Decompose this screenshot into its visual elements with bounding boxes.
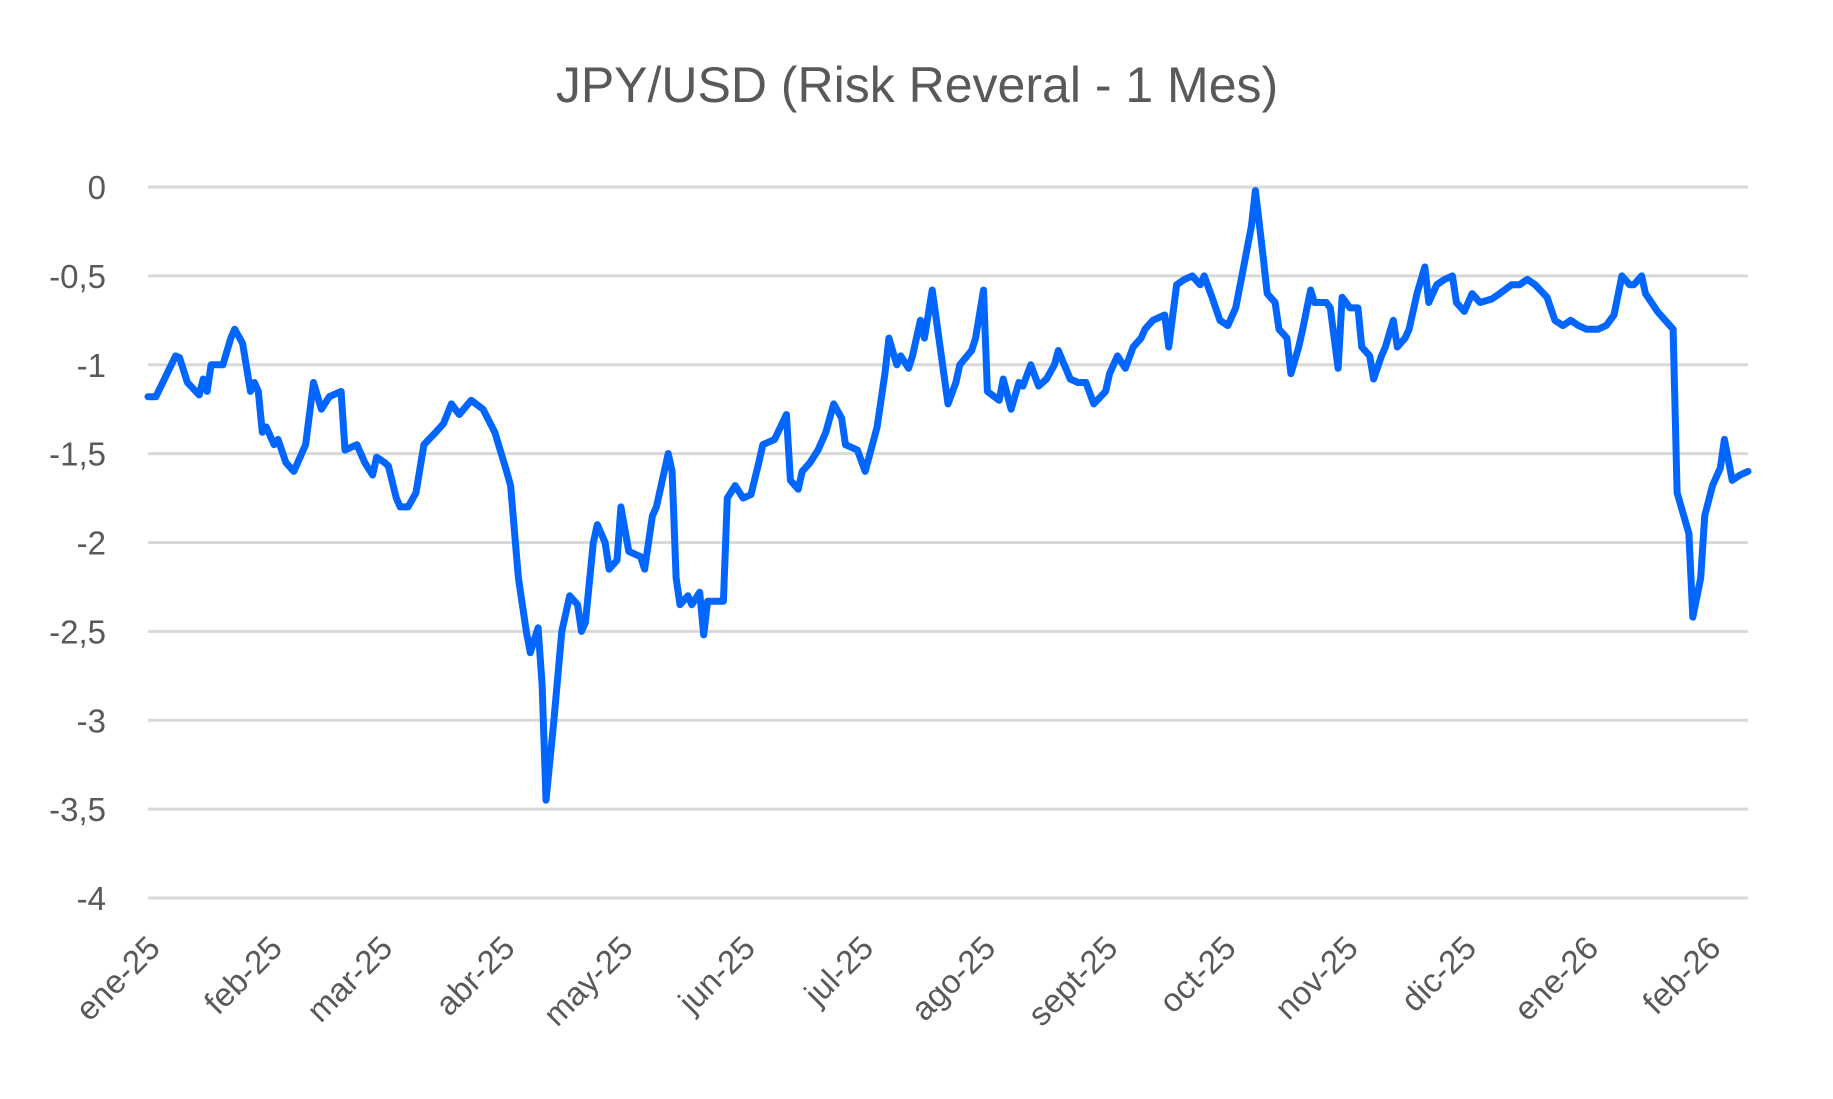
y-tick-label: 0 [88, 169, 106, 206]
series-line [144, 187, 1752, 804]
y-tick-label: -1 [77, 347, 106, 384]
y-axis-ticks: 0 -0,5 -1 -1,5 -2 -2,5 -3 -3,5 -4 [49, 169, 106, 917]
series [144, 187, 1752, 804]
y-tick-label: -2 [77, 525, 106, 562]
y-tick-label: -3,5 [49, 791, 106, 828]
y-tick-label: -2,5 [49, 613, 106, 650]
chart-title: JPY/USD (Risk Reveral - 1 Mes) [556, 57, 1278, 113]
y-tick-label: -0,5 [49, 258, 106, 295]
y-tick-label: -3 [77, 702, 106, 739]
gridlines [148, 185, 1748, 900]
y-tick-label: -1,5 [49, 436, 106, 473]
y-tick-label: -4 [77, 880, 106, 917]
